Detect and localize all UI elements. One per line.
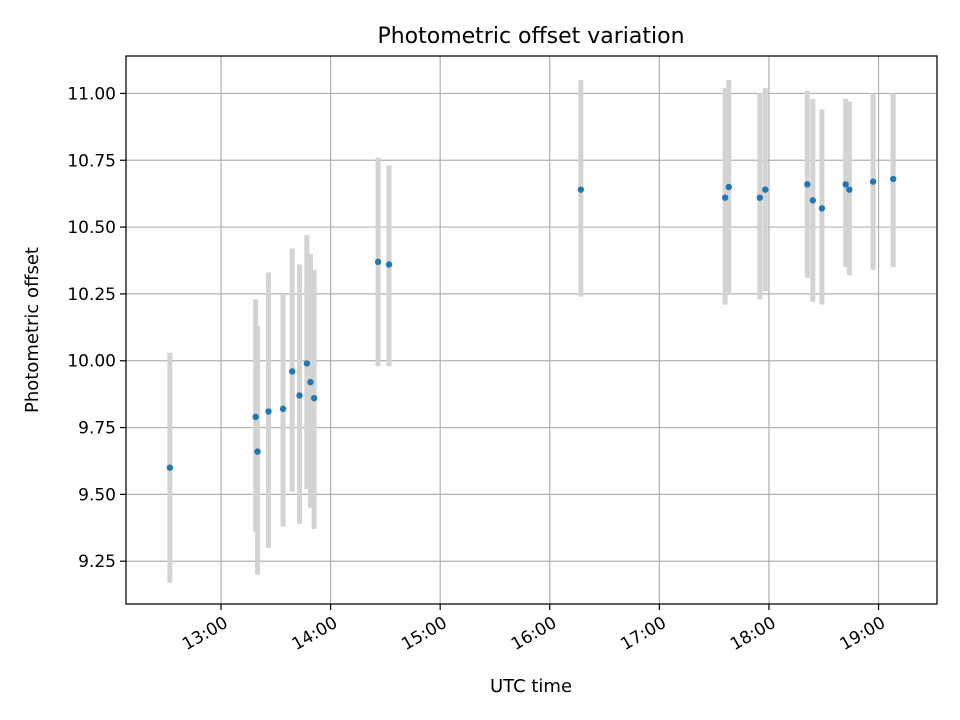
y-tick-label: 10.75: [67, 151, 116, 171]
data-point: [869, 178, 877, 185]
data-point: [279, 405, 287, 413]
data-point: [889, 175, 897, 183]
data-point: [804, 181, 811, 188]
data-point: [842, 181, 849, 188]
y-tick-label: 10.25: [67, 285, 116, 305]
data-point: [252, 413, 259, 421]
data-point: [254, 448, 261, 455]
data-point: [289, 368, 296, 375]
data-point: [809, 197, 816, 204]
y-tick-label: 9.25: [78, 552, 116, 572]
data-point: [577, 186, 585, 193]
grid-lines: [126, 56, 937, 604]
plot-background: [126, 56, 937, 604]
plot-area: [125, 55, 938, 605]
x-axis-label: UTC time: [490, 676, 572, 697]
data-point: [166, 464, 174, 471]
data-point: [756, 194, 764, 201]
data-point: [265, 408, 272, 415]
y-tick-label: 9.75: [78, 419, 116, 439]
chart-title: Photometric offset variation: [377, 24, 684, 49]
data-point: [385, 261, 393, 268]
data-point: [296, 392, 303, 399]
data-point: [762, 186, 769, 193]
data-point: [721, 194, 729, 201]
y-tick-label: 10.50: [67, 218, 116, 238]
y-axis-ticks: 9.25 9.50 9.75 10.00 10.25 10.50 10.75 11.00: [67, 84, 126, 572]
data-point: [303, 360, 311, 367]
data-point: [307, 378, 314, 386]
data-points: [166, 175, 897, 471]
y-tick-label: 9.50: [78, 485, 116, 505]
data-point: [374, 258, 382, 266]
y-tick-label: 11.00: [67, 84, 116, 104]
data-point: [725, 183, 732, 191]
data-point: [818, 205, 826, 212]
plot-frame: [125, 55, 938, 605]
y-axis-label: Photometric offset: [22, 247, 43, 413]
data-point: [310, 394, 318, 402]
data-point: [846, 186, 853, 193]
y-tick-label: 10.00: [67, 352, 116, 372]
